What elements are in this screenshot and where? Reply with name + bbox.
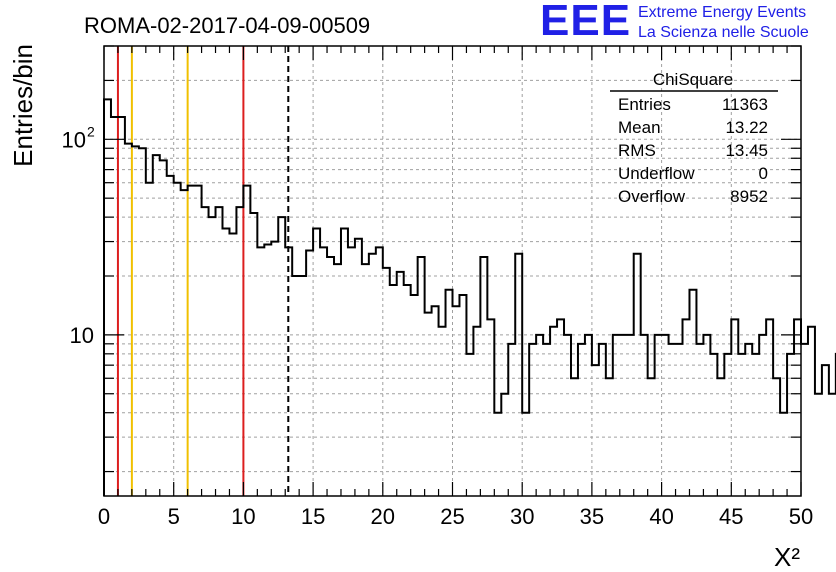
reference-lines bbox=[116, 46, 290, 496]
x-tick-label: 45 bbox=[719, 504, 743, 529]
x-tick-label: 20 bbox=[371, 504, 395, 529]
y-tick-label: 10 bbox=[70, 323, 94, 348]
stats-label: RMS bbox=[618, 141, 656, 160]
stats-label: Entries bbox=[618, 95, 671, 114]
stats-value: 11363 bbox=[722, 95, 768, 114]
y-axis-label: Entries/bin bbox=[8, 44, 38, 167]
x-tick-label: 5 bbox=[168, 504, 180, 529]
stats-label: Underflow bbox=[618, 164, 695, 183]
stats-box: ChiSquare Entries 11363 Mean 13.22 RMS 13.45 U… bbox=[610, 70, 778, 206]
x-tick-label: 50 bbox=[789, 504, 813, 529]
histogram-steps bbox=[103, 98, 836, 496]
eee-logo: EEE Extreme Energy Events La Scienza nel… bbox=[540, 0, 836, 46]
y-tick-exponent: 2 bbox=[87, 123, 95, 139]
x-tick-labels: 0 5 10 15 20 25 30 35 40 45 50 bbox=[98, 504, 813, 529]
x-tick-label: 25 bbox=[440, 504, 464, 529]
logo-line-1: Extreme Energy Events bbox=[638, 4, 807, 21]
stats-value: 0 bbox=[759, 164, 768, 183]
stats-rows: Entries 11363 Mean 13.22 RMS 13.45 Underflow 0 O… bbox=[618, 95, 768, 206]
x-axis-label: X² bbox=[774, 542, 800, 572]
stats-value: 13.22 bbox=[725, 118, 768, 137]
stats-value: 13.45 bbox=[725, 141, 768, 160]
stats-value: 8952 bbox=[730, 187, 768, 206]
axis-ticks bbox=[103, 45, 802, 496]
stats-label: Mean bbox=[618, 118, 661, 137]
chart-title: ROMA-02-2017-04-09-00509 bbox=[84, 13, 370, 38]
stats-label: Overflow bbox=[618, 187, 686, 206]
stats-title: ChiSquare bbox=[653, 70, 733, 89]
logo-mark: EEE bbox=[540, 0, 632, 45]
x-tick-label: 0 bbox=[98, 504, 110, 529]
histogram-layer bbox=[103, 98, 836, 496]
x-tick-label: 40 bbox=[649, 504, 673, 529]
y-tick-label: 10 bbox=[62, 127, 86, 152]
x-tick-label: 35 bbox=[580, 504, 604, 529]
x-tick-label: 15 bbox=[301, 504, 325, 529]
grid-lines bbox=[104, 45, 801, 496]
x-tick-label: 10 bbox=[231, 504, 255, 529]
logo-line-2: La Scienza nelle Scuole bbox=[638, 24, 809, 41]
x-tick-label: 30 bbox=[510, 504, 534, 529]
